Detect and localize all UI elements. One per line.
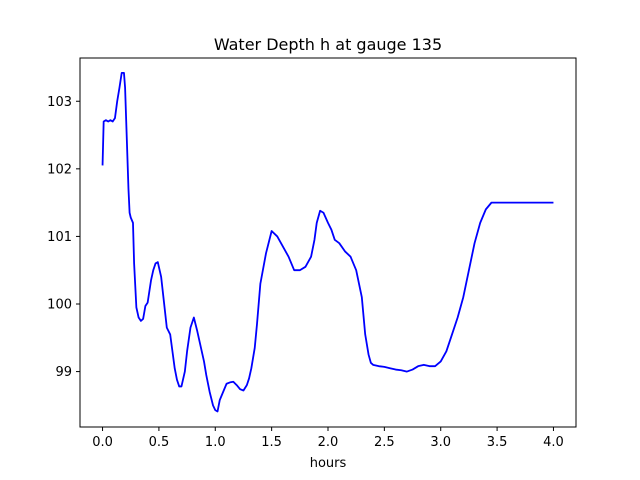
- x-tick-label: 1.0: [205, 435, 226, 450]
- y-axis: 99 100 101 102 103: [47, 95, 80, 380]
- x-tick-label: 3.0: [430, 435, 451, 450]
- y-tick-label: 103: [47, 95, 72, 110]
- y-tick-label: 101: [47, 230, 72, 245]
- y-tick-label: 99: [55, 365, 72, 380]
- x-tick-label: 0.0: [92, 435, 113, 450]
- x-tick-label: 4.0: [543, 435, 564, 450]
- plot-area: [80, 58, 576, 427]
- series-layer: [101, 71, 554, 413]
- series-line-0: [101, 71, 554, 413]
- x-tick-label: 2.0: [318, 435, 339, 450]
- x-axis-label: hours: [310, 456, 347, 471]
- x-axis: 0.0 0.5 1.0 1.5 2.0 2.5 3.0 3.5 4.0: [92, 427, 564, 450]
- x-tick-label: 3.5: [487, 435, 508, 450]
- x-tick-label: 1.5: [261, 435, 282, 450]
- x-tick-label: 2.5: [374, 435, 395, 450]
- x-tick-label: 0.5: [149, 435, 170, 450]
- y-tick-label: 102: [47, 162, 72, 177]
- chart-title: Water Depth h at gauge 135: [214, 35, 442, 54]
- y-tick-label: 100: [47, 298, 72, 313]
